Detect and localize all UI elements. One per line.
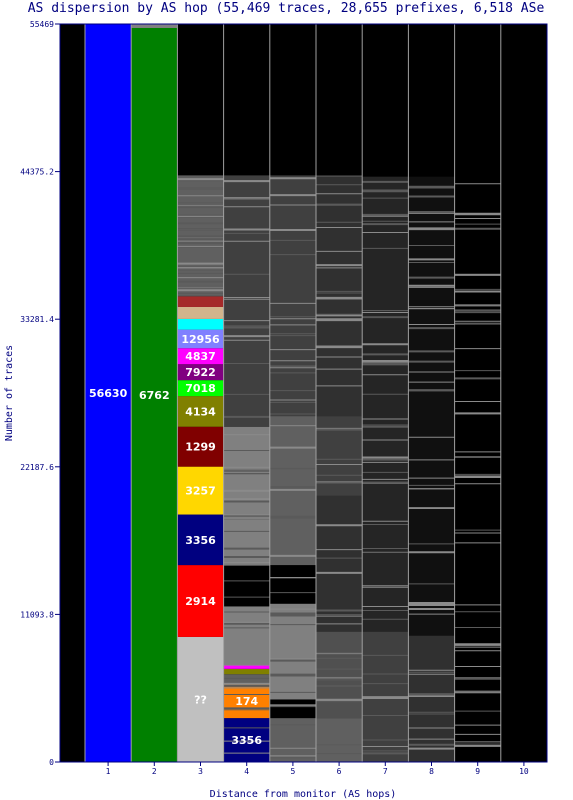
bar-segment-hop-3-10	[177, 318, 224, 330]
bar-segment-hop-6-4	[316, 175, 363, 417]
bar-segment-hop-10-0	[500, 24, 547, 762]
segment-label-hop-3: 7018	[185, 382, 216, 395]
bar-segment-hop-3-12	[177, 296, 224, 307]
x-tick-label: 1	[106, 767, 111, 776]
bar-segment-hop-4-7	[223, 519, 270, 566]
bar-segment-hop-3-as-1299	[177, 426, 224, 467]
bar-segment-hop-3-as-7922	[177, 364, 224, 381]
bar-segment-hop-2-1	[131, 24, 178, 28]
y-tick-label: 22187.6	[20, 463, 54, 472]
bar-segment-hop-5-3	[269, 565, 316, 604]
segment-label-hop-3: ??	[194, 693, 207, 706]
bar-segment-hop-3-as-3257	[177, 466, 224, 515]
bar-segment-hop-9-0	[454, 24, 501, 762]
bar-segment-hop-5-5	[269, 175, 316, 417]
y-tick-label: 33281.4	[20, 315, 54, 324]
bar-segment-hop-8-1	[408, 176, 455, 636]
x-axis: 1 2 3 4 5 6 7 8 9 10	[106, 762, 529, 776]
bar-segment-hop-4-6	[223, 565, 270, 607]
segment-label-hop-3: 1299	[185, 441, 216, 454]
bar-segment-hop-1-as-56630	[85, 24, 132, 762]
segment-label-hop-4: 174	[235, 695, 258, 708]
bar-segment-hop-3-as-12956	[177, 329, 224, 349]
segment-label-hop-3: 4134	[185, 405, 216, 418]
bar-segment-hop-7-2	[362, 24, 409, 177]
bar-segment-hop-3-as-qq	[177, 636, 224, 762]
bar-segment-hop-6-1	[316, 631, 363, 719]
y-tick-label: 0	[49, 758, 54, 767]
bar-segment-hop-3-as-4134	[177, 396, 224, 427]
y-axis: 0 11093.8 22187.6 33281.4 44375.2 55469	[20, 20, 60, 767]
bar-segment-hop-3-as-3356	[177, 514, 224, 566]
x-axis-label: Distance from monitor (AS hops)	[210, 789, 397, 800]
bar-segment-hop-3-11	[177, 306, 224, 319]
segment-label-hop-3: 12956	[181, 333, 220, 346]
bar-segment-hop-4-8	[223, 474, 270, 520]
bar-segment-hop-2-as-6762	[131, 27, 178, 763]
segment-label-hop-2: 6762	[139, 389, 170, 402]
bar-segment-hop-5-2	[269, 603, 316, 700]
bar-segment-hop-4-3	[223, 668, 270, 675]
plot-area: 56630 6762?? 2914 3356 3257 1299 4134 7018 7922 4…	[59, 23, 548, 763]
segment-label-hop-1: 56630	[89, 387, 128, 400]
bar-texture-lines	[177, 175, 501, 759]
segment-label-hop-3: 4837	[185, 350, 216, 363]
segment-labels: 56630 6762?? 2914 3356 3257 1299 4134 7018 7922 4…	[89, 333, 262, 747]
bar-segment-hop-5-1	[269, 699, 316, 719]
plot-frame	[59, 23, 548, 763]
segment-label-hop-3: 2914	[185, 595, 216, 608]
x-tick-label: 4	[244, 767, 249, 776]
bar-segment-hop-4-10	[223, 175, 270, 427]
bar-segment-hop-5-6	[269, 24, 316, 176]
bar-segment-hop-8-2	[408, 24, 455, 177]
y-tick-label: 44375.2	[20, 168, 54, 177]
x-tick-label: 5	[290, 767, 295, 776]
bar-segment-hop-3-as-4837	[177, 348, 224, 365]
x-tick-label: 10	[519, 767, 529, 776]
bar-segment-hop-3-as-2914	[177, 565, 224, 637]
bar-segment-hop-4-5	[223, 606, 270, 665]
y-axis-label: Number of traces	[4, 345, 15, 441]
segment-label-hop-3: 3257	[185, 485, 216, 498]
segment-label-hop-3: 7922	[185, 366, 216, 379]
bar-segment-hop-6-0	[316, 718, 363, 762]
chart-title: AS dispersion by AS hop (55,469 traces, …	[28, 1, 545, 16]
x-tick-label: 9	[475, 767, 480, 776]
y-tick-label: 55469	[30, 20, 54, 29]
bar-segment-hop-3-as-7018	[177, 380, 224, 397]
stacked-bars	[85, 24, 547, 763]
segment-label-hop-4: 3356	[231, 734, 262, 747]
bar-segment-hop-4-as-174	[223, 683, 270, 719]
bar-segment-hop-4-11	[223, 24, 270, 176]
y-tick-label: 11093.8	[20, 610, 54, 619]
bar-segment-hop-7-1	[362, 176, 409, 632]
x-tick-label: 6	[337, 767, 342, 776]
segment-label-hop-3: 3356	[185, 534, 216, 547]
bar-segment-hop-6-5	[316, 24, 363, 176]
x-tick-label: 3	[198, 767, 203, 776]
bar-segment-hop-4-as-3356	[223, 718, 270, 762]
x-tick-label: 8	[429, 767, 434, 776]
bar-segment-hop-6-2	[316, 495, 363, 632]
x-tick-label: 7	[383, 767, 388, 776]
bar-segment-hop-8-0	[408, 635, 455, 762]
bar-segment-hop-3-14	[177, 24, 224, 176]
bar-segment-hop-4-4	[223, 664, 270, 669]
x-tick-label: 2	[152, 767, 157, 776]
